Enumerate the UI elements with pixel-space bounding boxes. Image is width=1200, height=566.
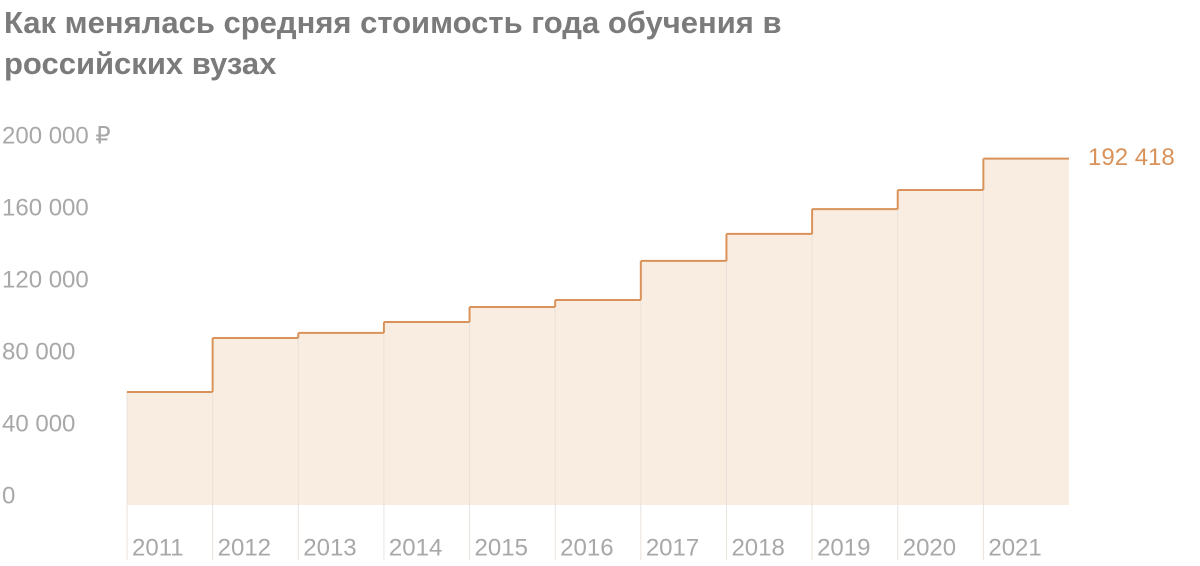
area-segment [298, 332, 384, 505]
area-segment [469, 307, 556, 505]
x-tick-label: 2011 [132, 534, 184, 561]
area-segment [812, 209, 898, 505]
x-tick-label: 2016 [560, 534, 613, 561]
value-label: 192 418 [1088, 144, 1175, 171]
y-tick-label: 120 000 [2, 266, 89, 293]
x-tick-label: 2015 [475, 534, 528, 561]
area-segment [383, 321, 470, 505]
y-tick-label: 40 000 [2, 410, 75, 437]
y-tick-label: 200 000 ₽ [2, 122, 111, 149]
area-segment [726, 233, 813, 506]
y-tick-label: 80 000 [2, 338, 75, 365]
y-tick-label: 0 [2, 482, 15, 509]
area-segment [983, 158, 1069, 506]
area-segment [127, 391, 213, 505]
y-tick-label: 160 000 [2, 194, 89, 221]
area-segment [212, 337, 299, 505]
area-segment [555, 299, 641, 505]
x-tick-label: 2014 [389, 534, 442, 561]
area-segment [640, 260, 727, 505]
x-tick-label: 2012 [218, 534, 271, 561]
area-segment [897, 190, 984, 505]
x-tick-label: 2020 [903, 534, 956, 561]
x-tick-label: 2017 [646, 534, 699, 561]
x-tick-label: 2021 [988, 534, 1041, 561]
x-tick-label: 2013 [303, 534, 356, 561]
x-tick-label: 2019 [817, 534, 870, 561]
x-tick-label: 2018 [731, 534, 784, 561]
chart-title: Как менялась средняя стоимость года обуч… [4, 5, 782, 81]
